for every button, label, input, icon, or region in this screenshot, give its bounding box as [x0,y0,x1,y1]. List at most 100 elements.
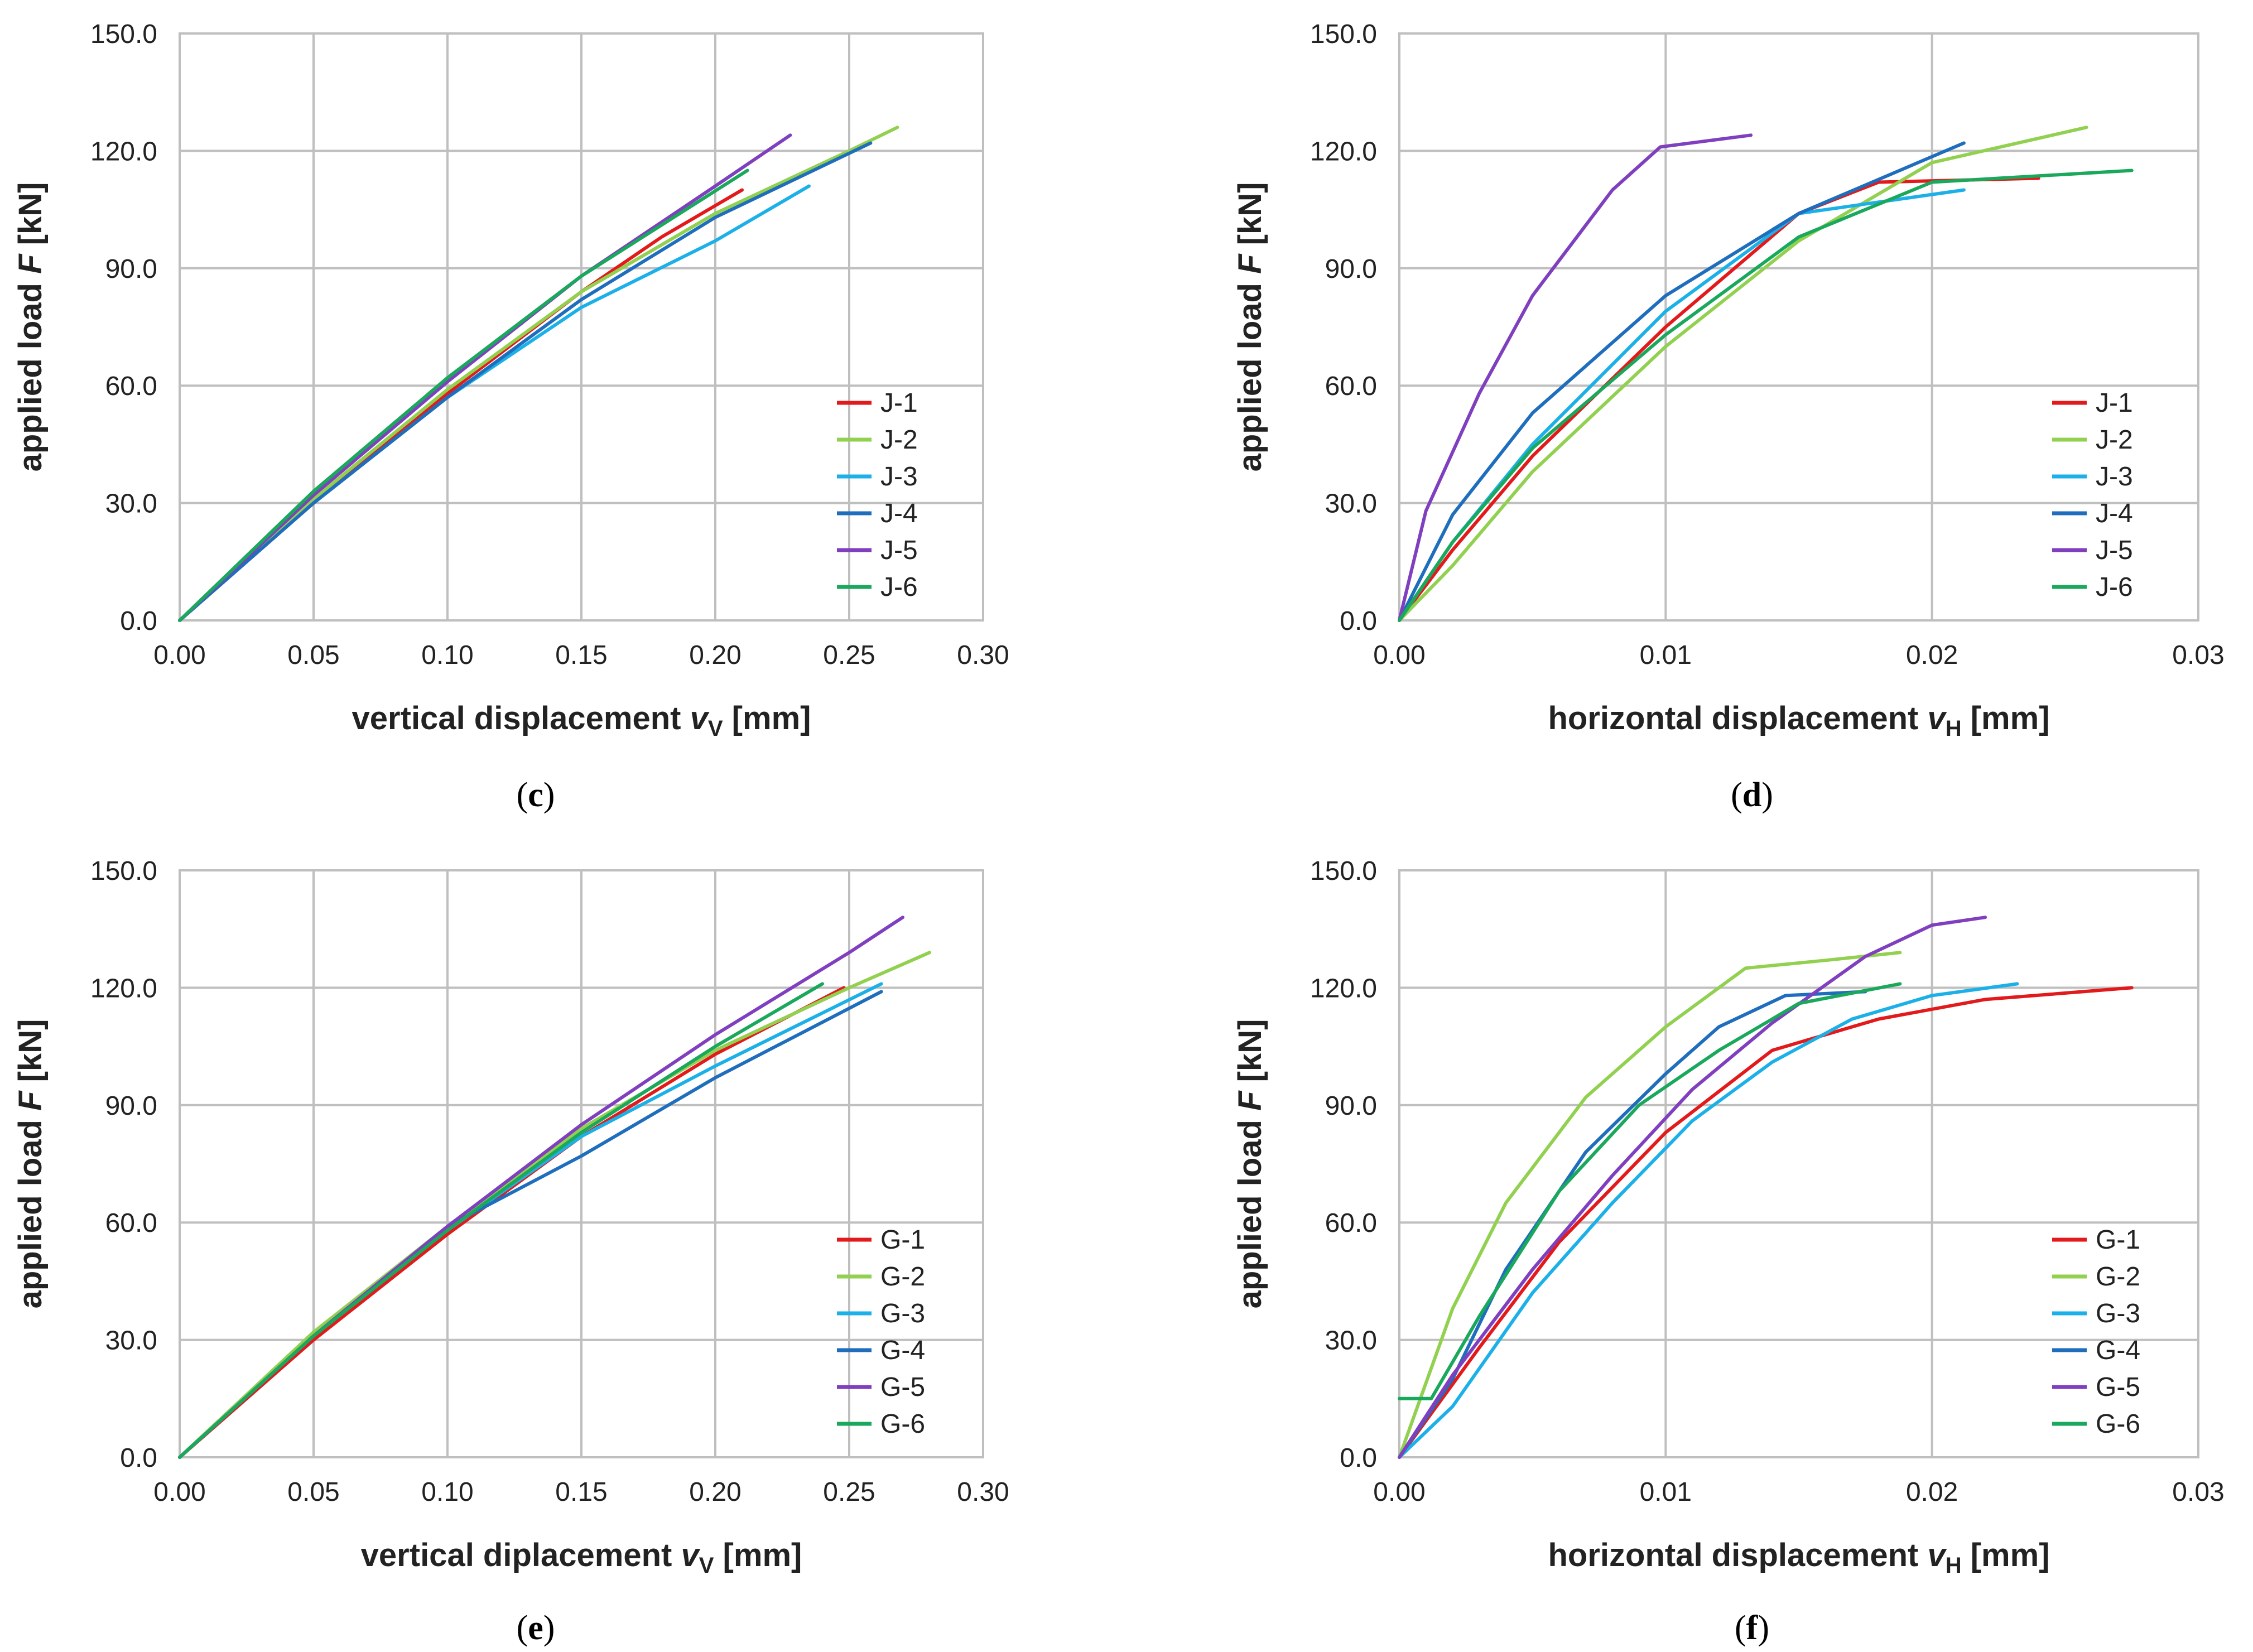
series-line-j-1 [1398,176,2040,622]
series-line-j-5 [178,133,792,622]
y-tick-label: 30.0 [1325,1326,1377,1356]
series-line-g-2 [1398,951,1902,1459]
x-tick-label: 0.25 [823,640,875,670]
y-tick-label: 0.0 [120,1443,157,1473]
y-tick-label: 0.0 [120,606,157,636]
legend-label: J-4 [880,499,918,528]
y-tick-label: 30.0 [105,489,157,519]
x-tick-label: 0.03 [2172,1477,2224,1507]
y-tick-label: 30.0 [1325,489,1377,519]
legend-label: G-1 [880,1225,925,1255]
y-axis-label: applied load F [kN] [1232,182,1268,472]
x-tick-label: 0.20 [689,1477,741,1507]
y-tick-label: 120.0 [90,974,157,1003]
x-tick-label: 0.15 [555,1477,607,1507]
series-line-g-3 [178,982,883,1459]
y-tick-label: 150.0 [1310,20,1377,49]
legend-label: J-4 [2096,499,2133,528]
x-axis-label: vertical diplacement vV [mm] [361,1537,802,1578]
legend-label: J-2 [880,425,918,455]
x-tick-label: 0.15 [555,640,607,670]
x-tick-label: 0.02 [1906,640,1958,670]
y-tick-label: 60.0 [1325,1208,1377,1238]
x-axis-label: vertical displacement vV [mm] [352,700,811,741]
x-tick-label: 0.00 [1373,1477,1425,1507]
panel-label: (f) [1735,1609,1769,1647]
x-tick-label: 0.00 [153,1477,205,1507]
x-tick-label: 0.03 [2172,640,2224,670]
legend: G-1 G-2 G-3 G-4 G-5 G-6 [2052,1225,2140,1439]
x-tick-label: 0.05 [287,1477,339,1507]
legend-label: J-3 [880,462,918,492]
legend-label: J-5 [880,536,918,565]
series-line-j-6 [178,168,749,622]
series-line-g-2 [178,951,931,1459]
chart-panel-d: 0.00 0.01 0.02 0.03 0.0 30.0 60.0 90.0 120.0 150.… [1232,20,2225,814]
x-tick-label: 0.01 [1640,640,1692,670]
series-line-j-2 [178,126,899,622]
legend-label: J-1 [2096,388,2133,418]
y-tick-label: 120.0 [90,137,157,166]
x-axis-label: horizontal displacement vH [mm] [1548,700,2049,741]
x-tick-label: 0.25 [823,1477,875,1507]
x-tick-label: 0.10 [421,640,473,670]
y-tick-label: 150.0 [1310,856,1377,886]
series-line-g-5 [178,916,904,1459]
x-tick-label: 0.00 [1373,640,1425,670]
plot-area [1398,32,2199,622]
series-line-j-6 [1398,168,2134,622]
y-tick-label: 120.0 [1310,974,1377,1003]
legend-label: J-2 [2096,425,2133,455]
legend-label: G-4 [880,1336,925,1365]
y-tick-label: 120.0 [1310,137,1377,166]
legend-label: J-1 [880,388,918,418]
legend-label: G-2 [880,1262,925,1292]
y-tick-label: 90.0 [105,254,157,284]
series-line-g-4 [1398,990,1867,1459]
legend-label: G-6 [880,1409,925,1439]
legend-label: J-5 [2096,536,2133,565]
chart-panel-e: 0.00 0.05 0.10 0.15 0.20 0.25 0.30 0.0 30.0 60.0 9… [12,856,1009,1647]
y-tick-label: 90.0 [1325,254,1377,284]
y-tick-label: 60.0 [105,1208,157,1238]
series-line-g-4 [178,990,883,1459]
legend-label: G-5 [2096,1372,2140,1402]
series-line-g-6 [178,982,824,1459]
y-tick-label: 30.0 [105,1326,157,1356]
x-tick-label: 0.05 [287,640,339,670]
legend-label: G-1 [2096,1225,2140,1255]
x-tick-label: 0.30 [957,1477,1009,1507]
legend-label: G-6 [2096,1409,2140,1439]
y-tick-label: 0.0 [1340,606,1377,636]
x-tick-label: 0.01 [1640,1477,1692,1507]
y-axis-label: applied load F [kN] [12,182,49,472]
legend-label: G-4 [2096,1336,2140,1365]
legend: G-1 G-2 G-3 G-4 G-5 G-6 [837,1225,925,1439]
plot-area [179,32,984,622]
x-tick-label: 0.00 [153,640,205,670]
series-line-j-3 [1398,188,1966,622]
panel-label: (e) [517,1609,555,1647]
y-tick-label: 90.0 [1325,1091,1377,1121]
x-tick-label: 0.02 [1906,1477,1958,1507]
y-axis-label: applied load F [kN] [1232,1019,1268,1309]
legend-label: G-3 [2096,1299,2140,1328]
x-tick-label: 0.20 [689,640,741,670]
series-line-g-6 [1398,982,1902,1400]
plot-area [1398,869,2199,1458]
legend-label: G-5 [880,1372,925,1402]
legend: J-1 J-2 J-3 J-4 J-5 J-6 [837,388,918,602]
legend-label: J-6 [880,572,918,602]
panel-label: (d) [1731,776,1773,814]
y-tick-label: 0.0 [1340,1443,1377,1473]
series-line-g-5 [1398,916,1987,1459]
legend-label: J-6 [2096,572,2133,602]
panel-label: (c) [517,776,555,814]
series-line-g-1 [1398,986,2134,1459]
series-line-j-4 [178,141,873,622]
chart-panel-f: 0.00 0.01 0.02 0.03 0.0 30.0 60.0 90.0 120.0 150.… [1232,856,2225,1647]
x-tick-label: 0.10 [421,1477,473,1507]
series-line-j-4 [1398,141,1966,622]
series-line-j-2 [1398,126,2088,622]
